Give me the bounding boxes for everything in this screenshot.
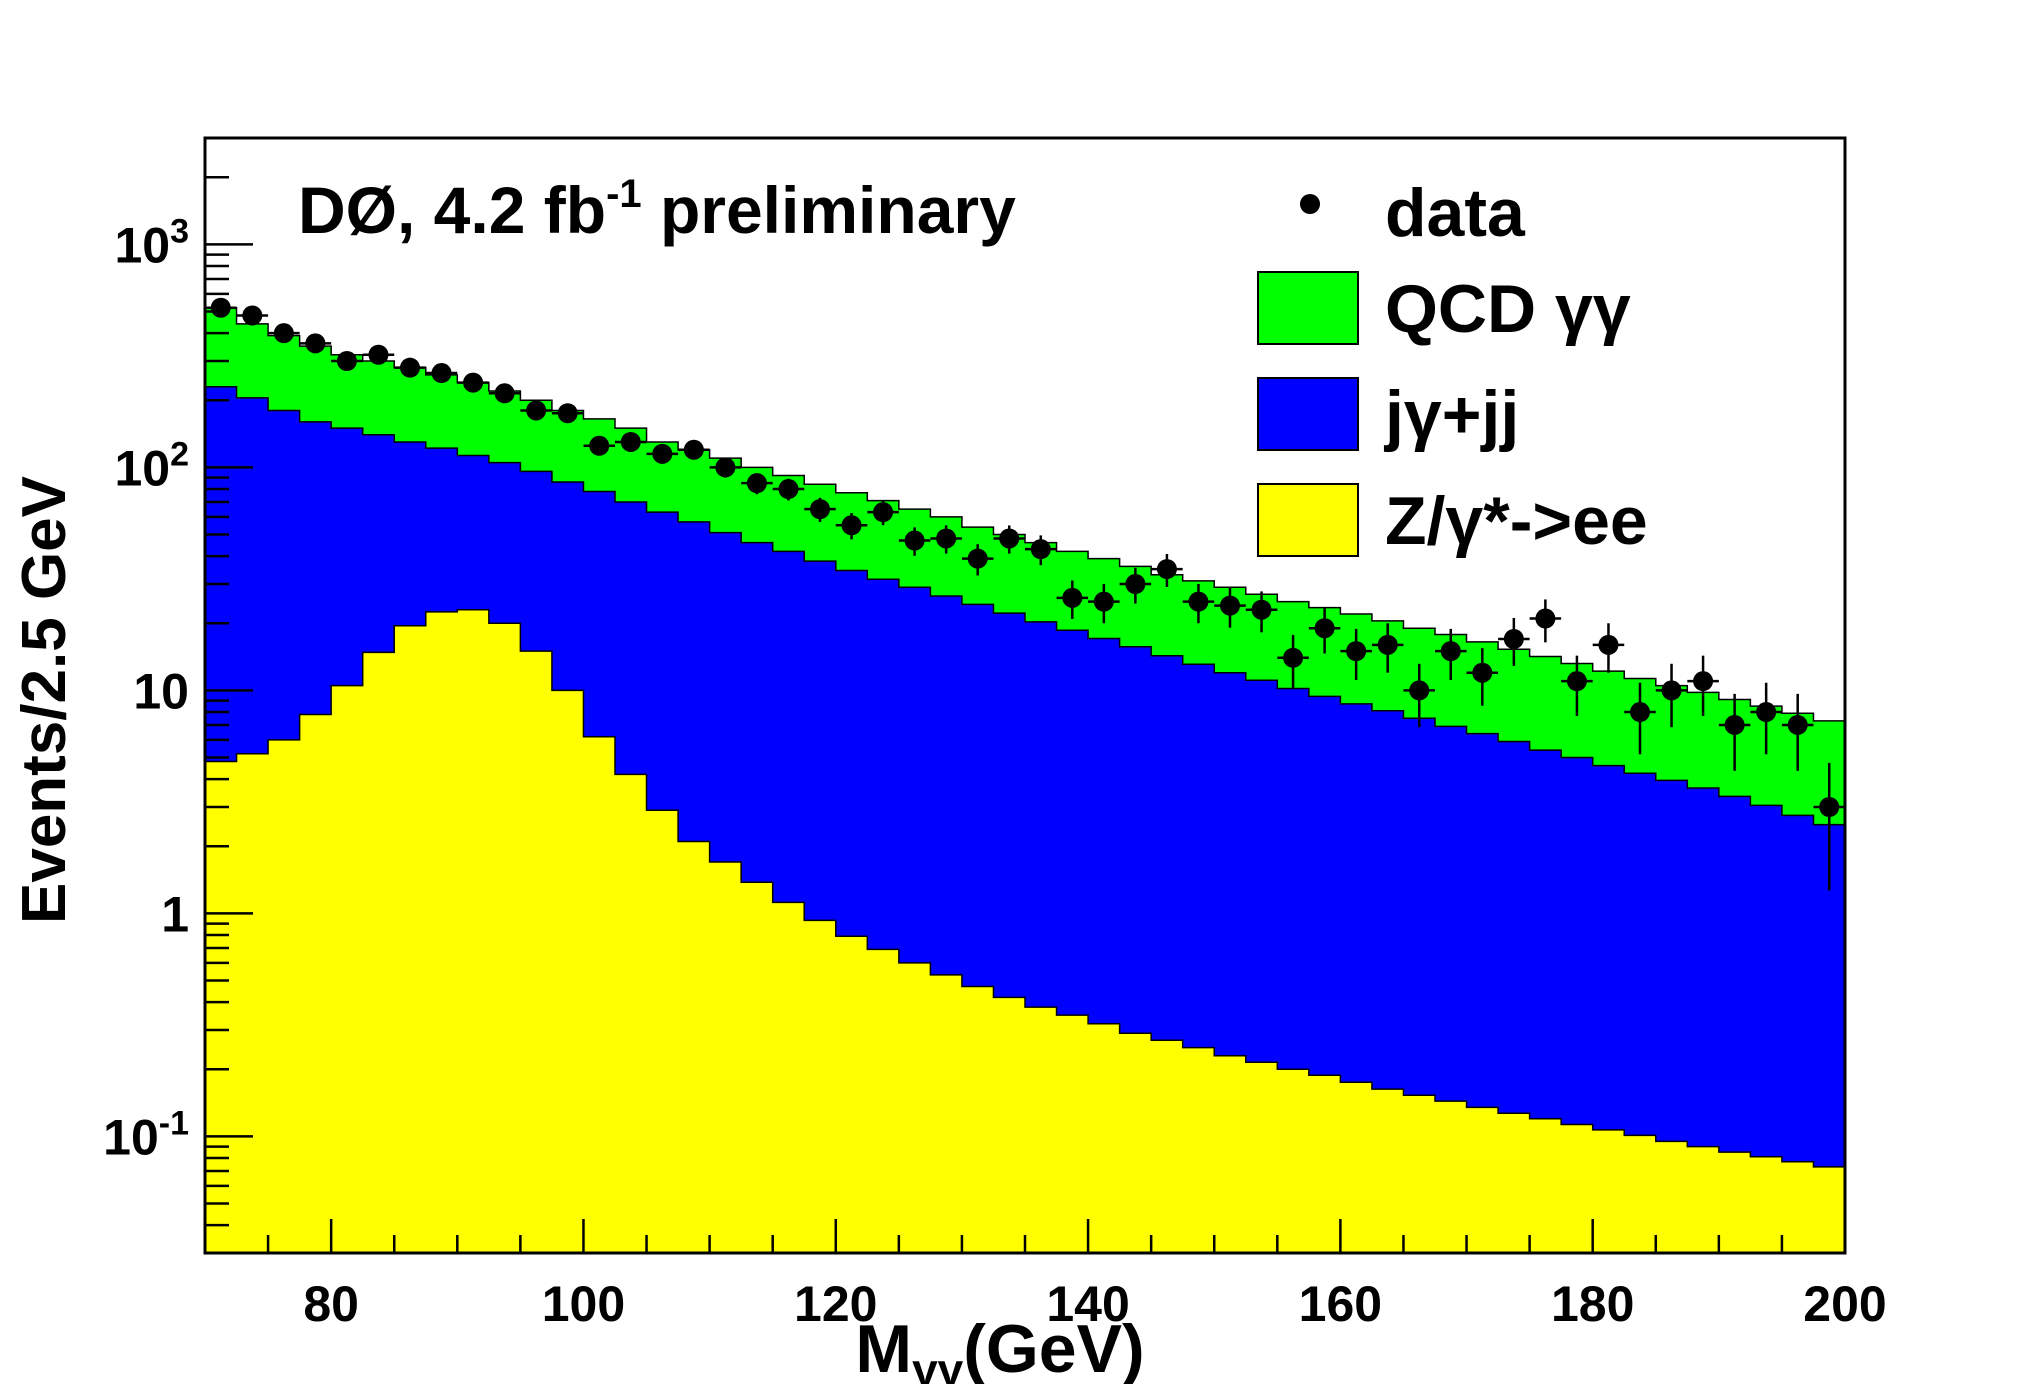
data-point	[1687, 655, 1719, 716]
data-point	[1245, 591, 1278, 633]
data-point	[1718, 693, 1751, 771]
x-tick-label: 160	[1299, 1276, 1382, 1332]
data-point	[488, 383, 521, 404]
legend-data-marker	[1300, 194, 1320, 214]
data-point	[867, 500, 899, 526]
y-tick-label: 10	[133, 663, 189, 719]
data-point	[1371, 623, 1404, 673]
y-tick-label: 103	[114, 212, 189, 273]
data-point	[1592, 623, 1625, 673]
legend-label-data: data	[1385, 175, 1526, 251]
data-point	[1624, 682, 1656, 755]
data-point	[1813, 762, 1845, 891]
data-point	[961, 544, 994, 576]
data-point	[1277, 634, 1309, 688]
data-point	[772, 478, 805, 501]
legend: data QCD γγ jγ+jj Z/γ*->ee	[1257, 175, 1648, 559]
stacked-histograms	[204, 306, 1846, 1254]
data-point	[551, 403, 584, 424]
legend-label-jg-jj: jγ+jj	[1383, 377, 1519, 453]
chart-title: DØ, 4.2 fb-1 preliminary	[298, 172, 1016, 247]
data-point	[425, 363, 458, 384]
data-point	[1340, 628, 1372, 681]
data-point	[1435, 628, 1467, 681]
data-point	[583, 435, 615, 456]
data-point	[1781, 693, 1814, 771]
y-tick-label: 1	[161, 886, 189, 942]
data-point	[394, 357, 426, 378]
y-tick-label: 10-1	[103, 1104, 189, 1165]
x-tick-label: 80	[303, 1276, 359, 1332]
data-point	[1466, 648, 1499, 706]
legend-swatch-zee	[1257, 483, 1359, 557]
data-point	[1088, 584, 1120, 624]
x-tick-label: 140	[1046, 1276, 1129, 1332]
zee-histogram	[204, 608, 1846, 1254]
data-point	[1750, 682, 1782, 755]
data-point	[898, 527, 931, 556]
y-tick-label: 102	[114, 435, 189, 496]
data-point	[236, 305, 269, 326]
data-point	[615, 431, 647, 452]
data-point	[299, 333, 332, 354]
data-point	[1655, 663, 1688, 728]
data-point	[1119, 567, 1152, 604]
data-point	[1025, 535, 1057, 566]
data-point	[1056, 580, 1089, 620]
data-point	[331, 351, 363, 371]
data-point	[1561, 655, 1593, 716]
data-point	[1529, 599, 1562, 643]
data-point	[1498, 617, 1530, 666]
x-tick-label: 120	[794, 1276, 877, 1332]
x-tick-label: 200	[1803, 1276, 1886, 1332]
x-tick-label: 180	[1551, 1276, 1634, 1332]
data-point	[709, 457, 742, 478]
legend-label-qcd: QCD γγ	[1385, 271, 1631, 347]
data-point	[930, 525, 962, 554]
data-point	[678, 439, 710, 460]
data-point	[646, 443, 679, 464]
legend-swatch-qcd	[1257, 271, 1359, 345]
data-point	[1214, 587, 1246, 628]
data-point	[804, 497, 836, 522]
x-axis-label: Mγγ(GeV)	[855, 1311, 1144, 1384]
data-point	[520, 400, 552, 421]
legend-swatch-jg-jj	[1257, 377, 1359, 451]
legend-label-zee: Z/γ*->ee	[1385, 483, 1648, 559]
data-point	[993, 525, 1025, 554]
data-point	[1151, 553, 1183, 588]
y-axis-label: Events/2.5 GeV	[10, 476, 79, 924]
data-point	[1182, 584, 1215, 624]
data-point	[268, 323, 300, 344]
data-point	[362, 344, 395, 365]
axes: 80 100 120 140 160 180 200 10-1 1 10 102 103	[103, 136, 1887, 1332]
data-point	[457, 372, 489, 393]
data-point	[741, 473, 773, 495]
data-point	[1403, 663, 1435, 728]
data-point	[835, 513, 868, 540]
x-tick-label: 100	[542, 1276, 625, 1332]
data-point	[1308, 608, 1341, 654]
